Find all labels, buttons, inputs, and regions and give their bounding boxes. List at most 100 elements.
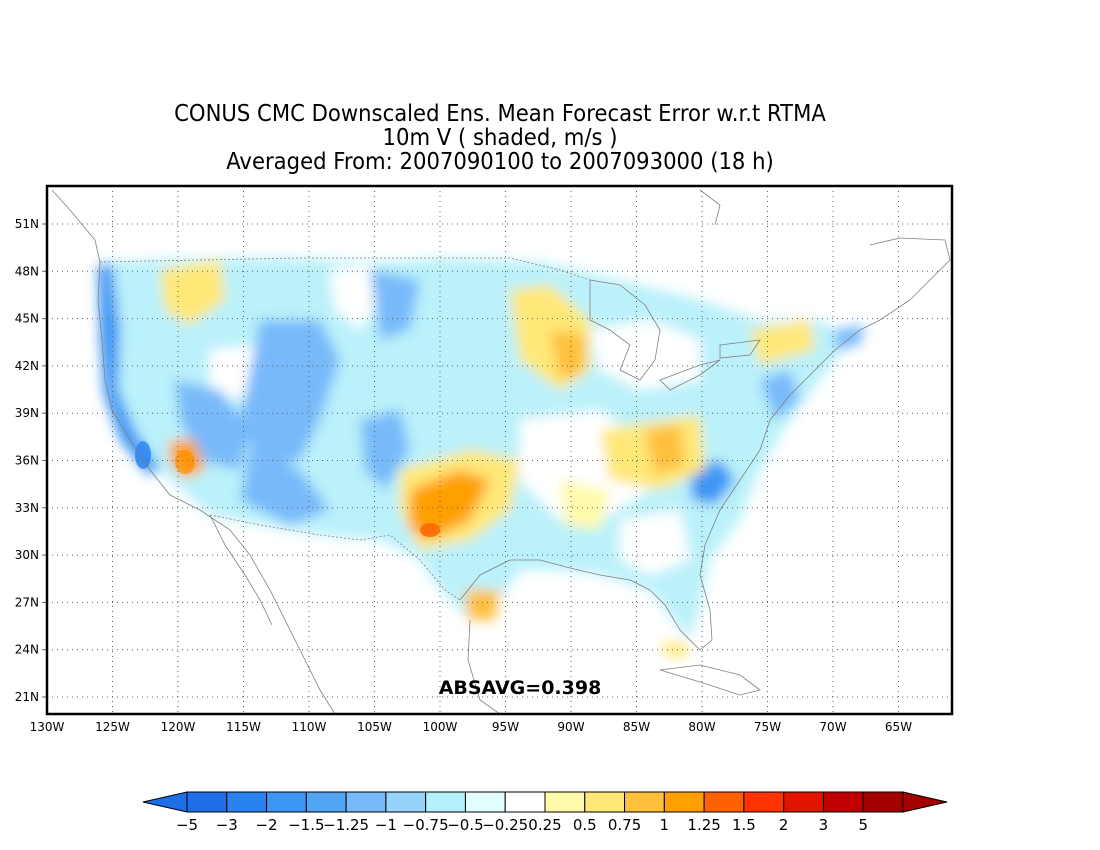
field-blue-montana — [370, 270, 420, 340]
lat-label: 33N — [15, 501, 39, 515]
coastlines — [51, 189, 951, 714]
colorbar-label: 0.5 — [573, 816, 597, 834]
colorbar-label: 5 — [858, 816, 868, 834]
coast-atlantic — [704, 319, 881, 546]
colorbar-swatch — [266, 791, 307, 813]
lat-label: 30N — [15, 548, 39, 562]
lon-label: 115W — [226, 720, 261, 734]
colorbar-swatch — [504, 791, 546, 813]
colorbar-label: 2 — [779, 816, 789, 834]
colorbar-label: −2 — [255, 816, 277, 834]
colorbar-swatch — [226, 791, 268, 813]
colorbar-labels: −5 −3 −2 −1.5−1.25 −1 −0.75−0.5−0.25 0.25 0.5 0.… — [176, 816, 868, 834]
field-core-west-coast — [135, 441, 151, 469]
lat-label: 42N — [15, 359, 39, 373]
field-yellow-northwest — [160, 260, 225, 325]
colorbar — [142, 791, 948, 813]
lon-label: 110W — [292, 720, 327, 734]
lon-label: 95W — [492, 720, 519, 734]
map-frame — [45, 184, 954, 716]
title-line-3: Averaged From: 2007090100 to 2007093000 … — [226, 149, 774, 175]
colorbar-arrow-left — [142, 791, 188, 813]
border-us-mexico — [209, 514, 461, 601]
colorbar-swatch — [425, 791, 466, 813]
colorbar-label: 3 — [819, 816, 829, 834]
coast-cuba — [659, 664, 761, 696]
lat-axis-labels: 51N 48N 45N 42N 39N 36N 33N 30N 27N 24N 21N — [15, 217, 39, 704]
colorbar-label: 1.5 — [732, 816, 756, 834]
colorbar-swatch — [783, 791, 824, 813]
lon-label: 90W — [557, 720, 584, 734]
coast-lake-erie — [659, 359, 721, 391]
colorbar-swatch — [703, 791, 745, 813]
lon-label: 120W — [161, 720, 196, 734]
field-white-4 — [620, 510, 690, 575]
field-white-2 — [590, 320, 700, 390]
coast-great-lakes — [589, 279, 661, 381]
lat-label: 24N — [15, 643, 39, 657]
lat-label: 48N — [15, 264, 39, 278]
absavg-label: ABSAVG=0.398 — [439, 677, 602, 699]
coast-gulf — [459, 559, 651, 601]
field-yellow-louisiana — [560, 480, 610, 530]
field-core-california — [175, 450, 195, 474]
grid-lon — [112, 186, 899, 714]
colorbar-label: −1.25 — [323, 816, 369, 834]
title-block: CONUS CMC Downscaled Ens. Mean Forecast … — [0, 102, 1000, 174]
lon-label: 100W — [423, 720, 458, 734]
coast-mexico-gulf — [467, 619, 501, 714]
field-orange-appalachia — [645, 425, 685, 475]
lon-label: 105W — [357, 720, 392, 734]
lat-label: 36N — [15, 454, 39, 468]
colorbar-arrow-right — [902, 791, 948, 813]
lat-label: 39N — [15, 406, 39, 420]
lon-label: 85W — [623, 720, 650, 734]
coast-baja — [209, 514, 273, 626]
colorbar-swatch — [624, 791, 665, 813]
colorbar-swatch — [385, 791, 427, 813]
colorbar-label: −0.5 — [447, 816, 483, 834]
lon-label: 125W — [95, 720, 130, 734]
field-blue-colorado — [360, 410, 410, 490]
field-blue-west-coast — [98, 265, 160, 475]
border-us-canada — [99, 257, 591, 281]
colorbar-swatch — [544, 791, 586, 813]
colorbar-swatch — [822, 791, 864, 813]
lat-label: 45N — [15, 312, 39, 326]
colorbar-swatch — [345, 791, 387, 813]
colorbar-label: 0.25 — [528, 816, 561, 834]
colorbar-swatch — [862, 791, 904, 813]
colorbar-label: −5 — [176, 816, 198, 834]
colorbar-label: −0.25 — [482, 816, 528, 834]
field-orange-iowa — [550, 330, 585, 380]
lon-label: 65W — [885, 720, 912, 734]
colorbar-swatch — [186, 791, 228, 813]
coast-hudson — [699, 189, 721, 226]
lat-label: 51N — [15, 217, 39, 231]
grid-lat — [42, 223, 952, 698]
colorbar-label: −1.5 — [288, 816, 324, 834]
field-orange-south-texas — [465, 590, 500, 620]
colorbar-swatch — [743, 791, 785, 813]
field-blue-rockies — [240, 320, 340, 470]
lon-label: 75W — [754, 720, 781, 734]
lon-axis-labels: 130W 125W 120W 115W 110W 105W 100W 95W 90W 85W 80W… — [30, 720, 913, 734]
field-core-texas — [420, 523, 440, 537]
field-white-3 — [330, 265, 380, 330]
field-blue-southwest — [240, 450, 330, 525]
lon-label: 130W — [30, 720, 65, 734]
lon-label: 80W — [688, 720, 715, 734]
colorbar-swatch — [305, 791, 347, 813]
field-blue-northeast — [760, 370, 800, 420]
colorbar-label: 1.25 — [687, 816, 720, 834]
title-line-2: 10m V ( shaded, m/s ) — [382, 125, 618, 151]
lat-label: 27N — [15, 595, 39, 609]
colorbar-label: −1 — [375, 816, 397, 834]
lon-label: 70W — [819, 720, 846, 734]
field-yellow-newengland — [750, 320, 815, 365]
coast-florida — [649, 544, 713, 651]
colorbar-swatch — [663, 791, 705, 813]
colorbar-swatch — [464, 791, 506, 813]
title-line-1: CONUS CMC Downscaled Ens. Mean Forecast … — [174, 101, 826, 127]
